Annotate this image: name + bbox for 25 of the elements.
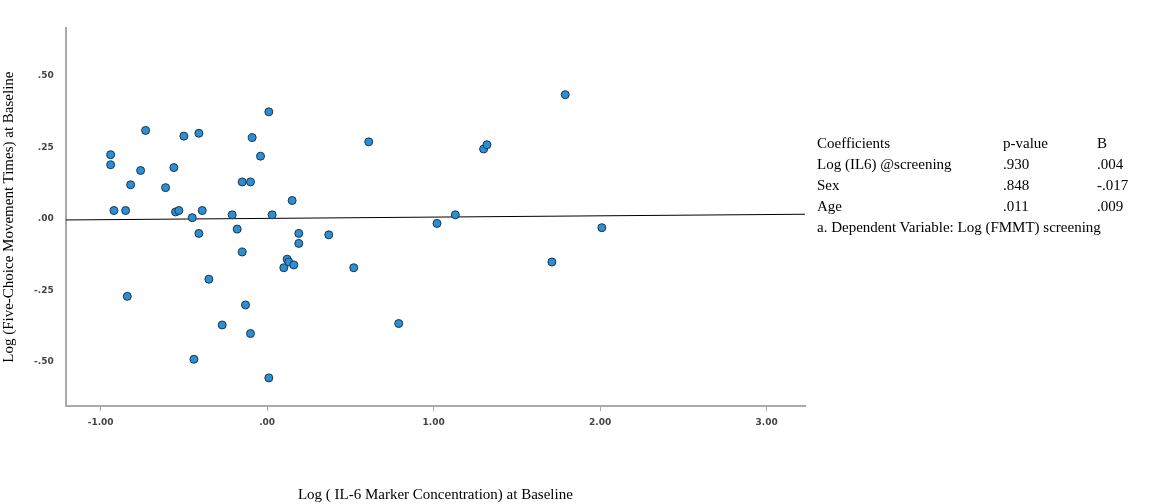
text: B	[1097, 134, 1108, 153]
text: Age	[817, 197, 843, 216]
text: -.017	[1097, 176, 1130, 195]
text: Coefficients	[817, 134, 892, 153]
text: .004	[1097, 155, 1125, 174]
x-tick-label: 2.00	[589, 416, 612, 427]
text: .930	[1003, 155, 1031, 174]
x-tick-label: .00	[259, 416, 276, 427]
x-tick-label: -1.00	[87, 416, 114, 427]
x-tick-label: 3.00	[755, 416, 778, 427]
text: .848	[1003, 176, 1031, 195]
y-axis-title: Log (Five-Choice Movement Times) at Baseline	[0, 71, 17, 363]
text: .011	[1003, 197, 1030, 216]
text: .009	[1097, 197, 1125, 216]
text: p-value	[1003, 134, 1049, 153]
text: a. Dependent Variable: Log (FMMT) screening	[817, 218, 1102, 237]
text: Log (IL6) @screening	[817, 155, 953, 174]
y-tick-label: -.50	[33, 356, 54, 367]
x-tick-label: 1.00	[422, 416, 445, 427]
text: Sex	[817, 176, 841, 195]
y-tick-label: .25	[37, 141, 54, 152]
x-axis-title: Log ( IL-6 Marker Concentration) at Baseline	[297, 485, 574, 503]
y-tick-label: .50	[37, 70, 54, 81]
y-tick-label: -.25	[33, 284, 54, 295]
y-tick-label: .00	[37, 213, 54, 224]
